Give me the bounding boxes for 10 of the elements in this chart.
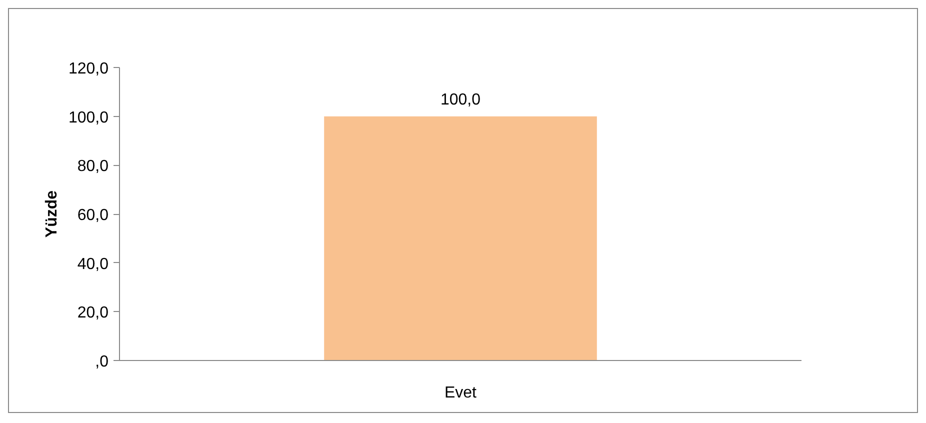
y-tick-label: 100,0 xyxy=(68,109,109,126)
y-tick-label: 120,0 xyxy=(68,60,109,78)
y-axis-title: Yüzde xyxy=(43,190,60,238)
y-tick-label: 20,0 xyxy=(77,304,109,322)
y-tick-label: 60,0 xyxy=(77,207,109,224)
y-tick-label: 40,0 xyxy=(77,256,109,273)
x-tick-label: Evet xyxy=(444,384,478,402)
data-label: 100,0 xyxy=(440,91,481,108)
y-tick-label: ,0 xyxy=(95,354,109,370)
y-tick-label: 80,0 xyxy=(77,158,109,176)
